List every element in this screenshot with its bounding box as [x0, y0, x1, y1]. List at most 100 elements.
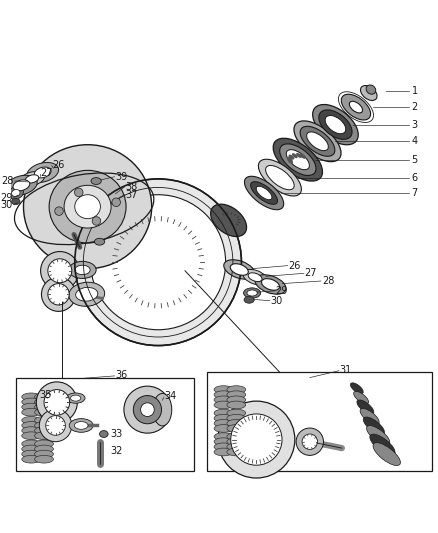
Ellipse shape	[13, 180, 30, 191]
Ellipse shape	[11, 199, 20, 205]
Ellipse shape	[244, 288, 261, 298]
Ellipse shape	[153, 393, 172, 426]
Ellipse shape	[294, 121, 341, 161]
Text: 29: 29	[276, 286, 288, 296]
Ellipse shape	[243, 269, 267, 285]
Ellipse shape	[35, 427, 53, 434]
Text: 27: 27	[41, 168, 53, 179]
Ellipse shape	[22, 393, 41, 401]
Ellipse shape	[95, 238, 105, 245]
Ellipse shape	[22, 455, 41, 463]
Text: 30: 30	[271, 296, 283, 306]
Ellipse shape	[244, 176, 284, 210]
Ellipse shape	[48, 259, 72, 282]
Ellipse shape	[341, 94, 371, 120]
Ellipse shape	[91, 195, 226, 330]
Text: 28: 28	[2, 176, 14, 186]
Ellipse shape	[22, 432, 41, 440]
Ellipse shape	[227, 433, 246, 440]
Ellipse shape	[214, 414, 233, 422]
Ellipse shape	[289, 155, 294, 159]
Ellipse shape	[227, 409, 246, 417]
Ellipse shape	[227, 414, 246, 422]
Text: 26: 26	[53, 160, 65, 170]
Text: 29: 29	[0, 193, 13, 203]
Ellipse shape	[360, 408, 379, 424]
Ellipse shape	[258, 159, 301, 196]
Ellipse shape	[287, 159, 293, 164]
Ellipse shape	[48, 284, 69, 305]
Text: 38: 38	[125, 182, 138, 192]
Ellipse shape	[35, 445, 53, 453]
Text: 37: 37	[125, 190, 138, 200]
Ellipse shape	[71, 395, 81, 401]
Ellipse shape	[22, 416, 41, 424]
Ellipse shape	[255, 274, 286, 294]
Ellipse shape	[22, 403, 41, 411]
Ellipse shape	[357, 400, 374, 414]
Ellipse shape	[214, 425, 233, 432]
Ellipse shape	[35, 440, 53, 448]
Ellipse shape	[35, 408, 53, 416]
Ellipse shape	[46, 416, 65, 435]
Ellipse shape	[91, 177, 101, 184]
Ellipse shape	[35, 450, 53, 458]
Ellipse shape	[280, 144, 316, 175]
Ellipse shape	[292, 153, 298, 158]
Ellipse shape	[22, 427, 41, 434]
Ellipse shape	[42, 277, 76, 311]
Ellipse shape	[224, 260, 255, 279]
Ellipse shape	[300, 126, 335, 156]
Ellipse shape	[24, 145, 152, 269]
Ellipse shape	[22, 408, 41, 416]
Ellipse shape	[35, 422, 53, 429]
Ellipse shape	[69, 282, 105, 306]
Ellipse shape	[99, 431, 108, 438]
Ellipse shape	[25, 175, 39, 183]
Text: 3: 3	[412, 119, 417, 130]
Ellipse shape	[370, 434, 395, 455]
Ellipse shape	[325, 116, 346, 134]
Ellipse shape	[287, 157, 293, 161]
Ellipse shape	[214, 438, 233, 446]
Ellipse shape	[360, 85, 377, 101]
Ellipse shape	[214, 433, 233, 440]
Ellipse shape	[227, 425, 246, 432]
Ellipse shape	[296, 428, 324, 455]
Text: 2: 2	[412, 102, 418, 112]
Ellipse shape	[44, 390, 70, 415]
Ellipse shape	[227, 391, 246, 399]
Ellipse shape	[35, 455, 53, 463]
Text: 28: 28	[322, 276, 334, 286]
Ellipse shape	[76, 287, 98, 301]
Ellipse shape	[214, 419, 233, 427]
Ellipse shape	[248, 273, 262, 281]
Ellipse shape	[214, 391, 233, 399]
Bar	[16, 377, 194, 471]
Ellipse shape	[214, 396, 233, 403]
Ellipse shape	[319, 110, 352, 139]
Ellipse shape	[6, 175, 37, 195]
Ellipse shape	[22, 440, 41, 448]
Ellipse shape	[74, 188, 83, 197]
Ellipse shape	[353, 391, 368, 404]
Ellipse shape	[227, 443, 246, 451]
Text: 33: 33	[110, 430, 122, 439]
Ellipse shape	[112, 198, 120, 206]
Ellipse shape	[11, 190, 20, 197]
Ellipse shape	[227, 401, 246, 409]
Text: 27: 27	[305, 268, 317, 278]
Ellipse shape	[22, 398, 41, 406]
Ellipse shape	[34, 167, 51, 178]
Ellipse shape	[27, 163, 59, 182]
Ellipse shape	[214, 443, 233, 451]
Ellipse shape	[64, 185, 111, 228]
Ellipse shape	[256, 187, 272, 200]
Ellipse shape	[75, 195, 100, 219]
Ellipse shape	[35, 393, 53, 401]
Ellipse shape	[227, 448, 246, 456]
Ellipse shape	[69, 261, 96, 278]
Ellipse shape	[214, 386, 233, 393]
Text: 1: 1	[412, 86, 417, 96]
Ellipse shape	[350, 383, 363, 394]
